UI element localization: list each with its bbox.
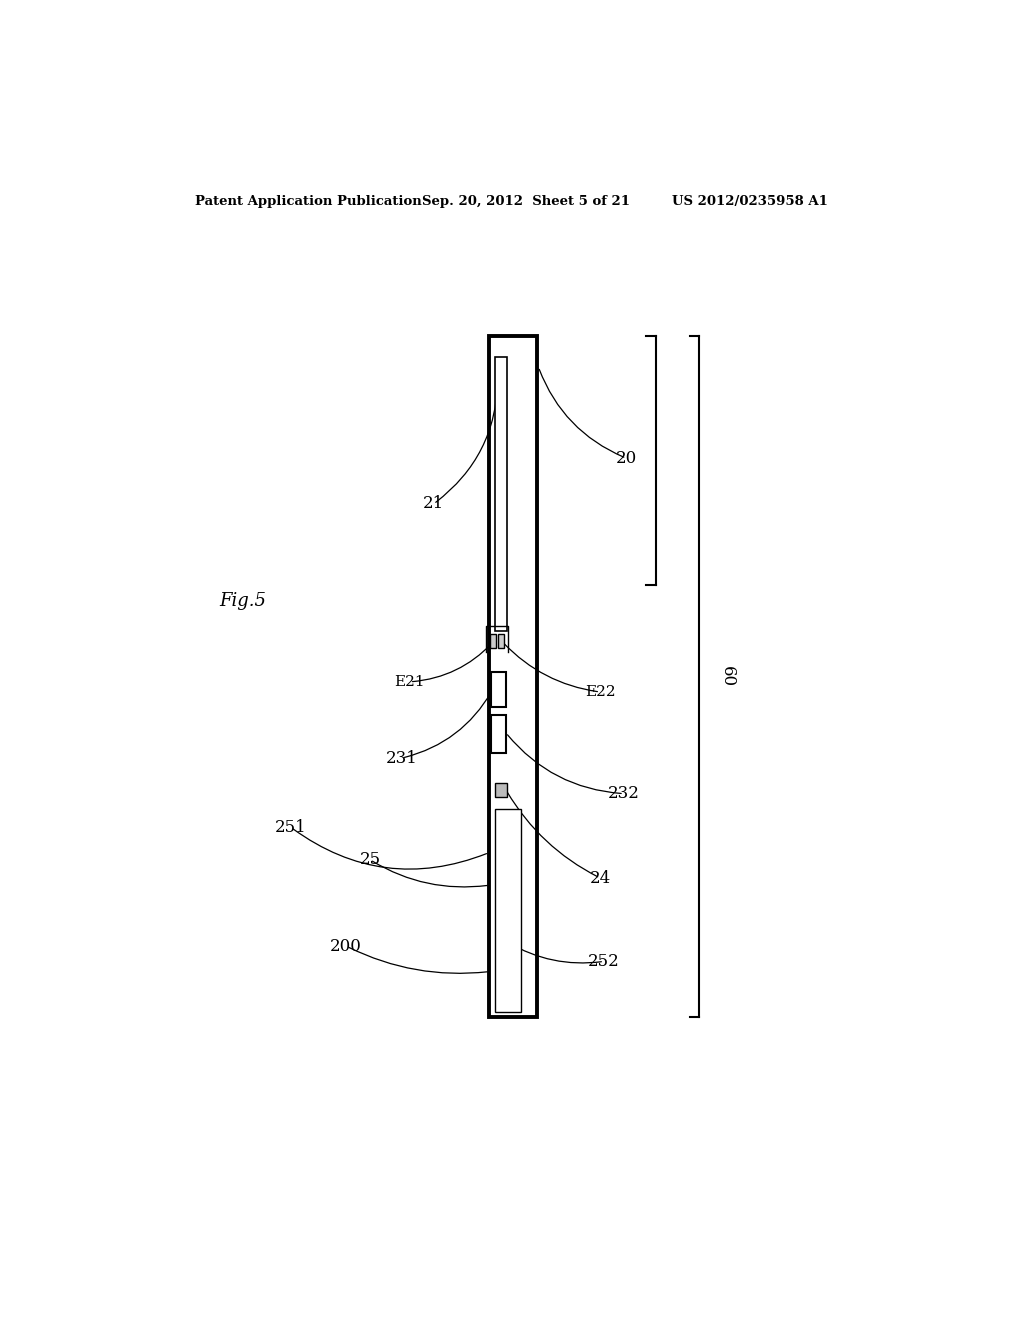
Text: Sep. 20, 2012  Sheet 5 of 21: Sep. 20, 2012 Sheet 5 of 21 — [422, 194, 630, 207]
Text: 232: 232 — [608, 785, 640, 803]
Text: 60: 60 — [719, 667, 735, 688]
Bar — [492, 715, 506, 752]
Bar — [489, 337, 537, 1018]
Text: Fig.5: Fig.5 — [219, 591, 266, 610]
Text: US 2012/0235958 A1: US 2012/0235958 A1 — [672, 194, 827, 207]
Bar — [495, 809, 521, 1012]
Text: E21: E21 — [394, 675, 425, 689]
Text: 25: 25 — [359, 851, 381, 869]
Text: E22: E22 — [585, 685, 615, 700]
Text: 20: 20 — [615, 450, 637, 467]
Bar — [495, 356, 507, 631]
Text: 24: 24 — [590, 870, 611, 887]
Bar — [489, 634, 497, 648]
Text: 252: 252 — [588, 953, 621, 970]
Text: 21: 21 — [423, 495, 444, 512]
Text: 231: 231 — [386, 750, 418, 767]
Text: Patent Application Publication: Patent Application Publication — [196, 194, 422, 207]
Text: 200: 200 — [331, 937, 362, 954]
Text: 251: 251 — [274, 818, 306, 836]
Bar — [495, 784, 507, 797]
Bar — [492, 672, 506, 708]
Bar — [498, 634, 504, 648]
